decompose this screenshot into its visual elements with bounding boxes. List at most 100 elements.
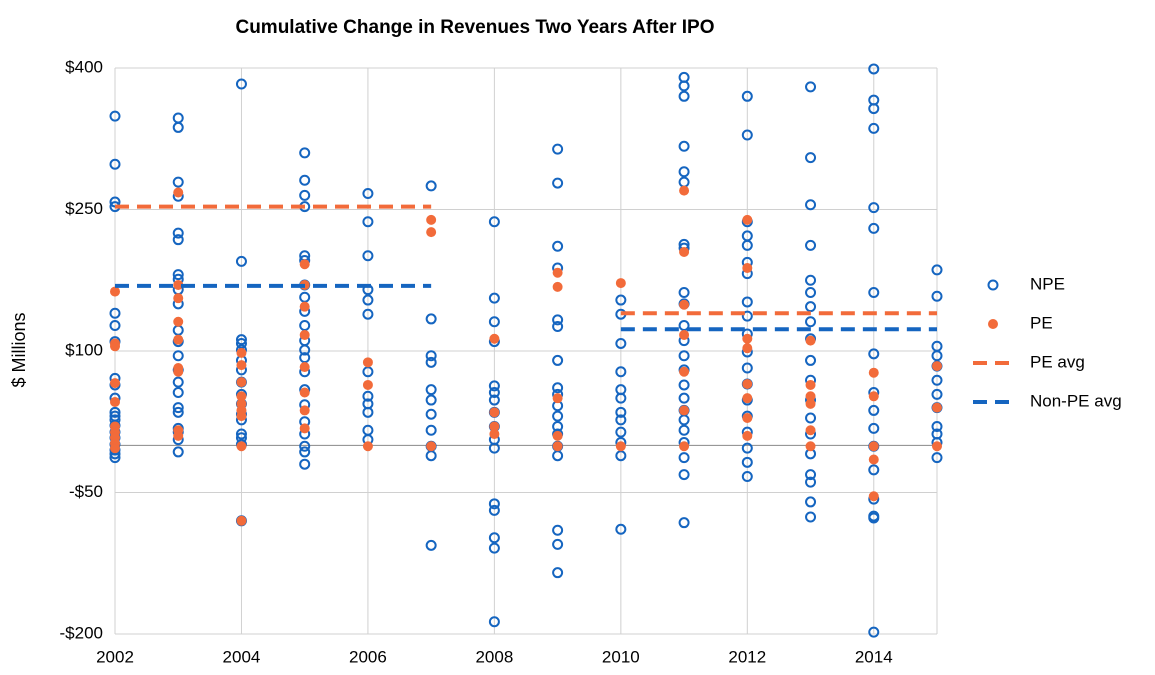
point [615,414,627,426]
point [742,430,753,441]
point [489,429,500,440]
point [552,410,564,422]
point [299,423,310,434]
point [741,362,753,374]
point [552,267,563,278]
point [299,344,311,356]
point [172,350,184,362]
point [868,464,880,476]
point [805,274,817,286]
point [488,292,500,304]
point [235,255,247,267]
point [868,103,880,115]
point [742,393,753,404]
point [488,394,500,406]
point [488,316,500,328]
x-tick-label: 2008 [475,647,513,666]
point [362,308,374,320]
point [805,81,817,93]
point [741,470,753,482]
point [868,63,880,75]
y-tick-label: -$200 [60,623,103,642]
y-tick-label: $400 [65,57,103,76]
point [868,222,880,234]
point [236,347,247,358]
point [805,239,817,251]
point [110,378,120,389]
x-tick-label: 2014 [855,647,893,666]
point [679,246,690,257]
point [552,382,564,394]
point [805,301,817,313]
point [488,532,500,544]
point [109,158,121,170]
point [235,334,247,346]
point [299,458,311,470]
point [172,387,184,399]
point [805,287,817,299]
point [173,366,184,377]
point [805,316,817,328]
point [868,348,880,360]
point [868,391,879,402]
point [552,240,564,252]
point [741,90,753,102]
point [362,379,373,390]
point [805,469,817,481]
point [109,307,121,319]
point [805,441,816,452]
point [805,398,816,409]
legend-label: Non-PE avg [1030,391,1122,410]
legend-label: PE avg [1030,352,1085,371]
point [172,227,184,239]
point [299,301,310,312]
point [488,216,500,228]
point [426,441,437,452]
point [805,412,817,424]
point [235,428,247,440]
point [868,491,879,502]
point [299,291,311,303]
point [488,387,500,399]
point [110,443,120,454]
point [172,376,184,388]
point [931,452,943,464]
point [236,411,247,422]
point [109,320,121,332]
x-tick-label: 2010 [602,647,640,666]
point [552,320,564,332]
legend-label: PE [1030,313,1053,332]
point [805,379,816,390]
point [615,406,627,418]
point [868,422,880,434]
point [868,202,880,214]
point [931,420,943,432]
point [425,424,437,436]
point [425,350,437,362]
point [805,335,816,346]
point [615,337,627,349]
point [679,441,690,452]
point [425,539,437,551]
point [678,90,690,102]
point [805,496,817,508]
point [615,366,627,378]
point [488,504,500,516]
point [805,199,817,211]
point [109,110,121,122]
point [552,177,564,189]
point [362,250,374,262]
point [425,313,437,325]
point [931,374,943,386]
point [172,324,184,336]
point [172,406,184,418]
point [299,259,310,270]
point [741,310,753,322]
point [552,441,563,452]
x-tick-label: 2006 [349,647,387,666]
point [805,354,817,366]
point [678,424,690,436]
point [173,430,184,441]
point [805,152,817,164]
point [615,294,627,306]
